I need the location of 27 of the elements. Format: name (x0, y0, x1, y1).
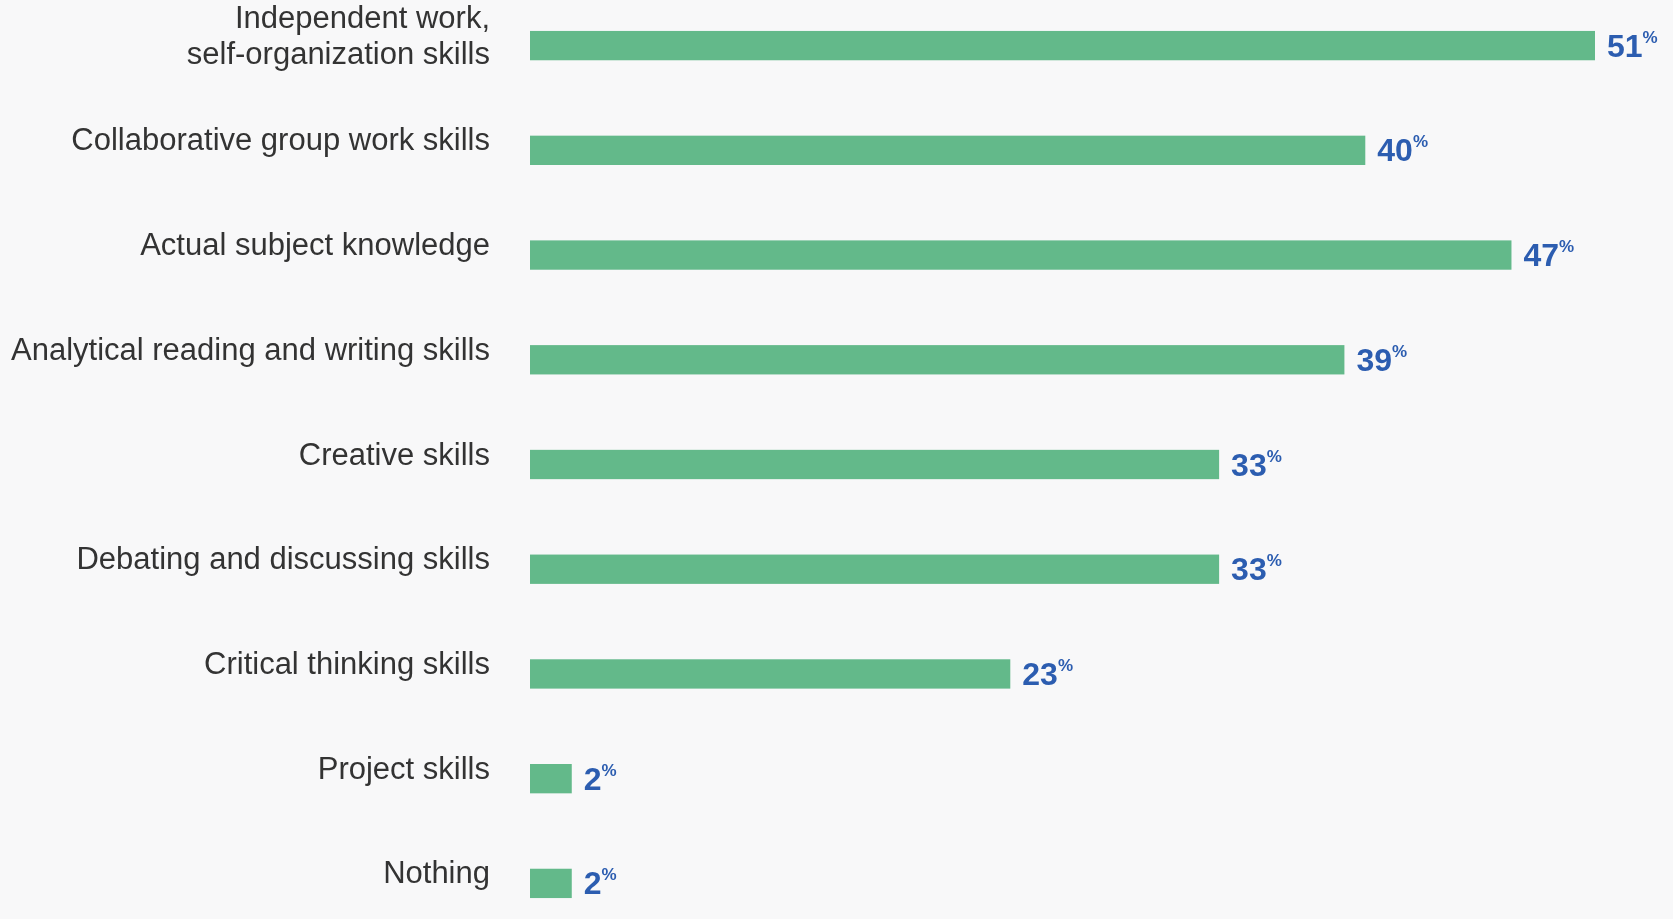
bar (530, 868, 572, 899)
bar (530, 449, 1220, 480)
bar (530, 659, 1011, 689)
bar (530, 135, 1366, 165)
y-tick-label: Collaborative group work skills (71, 122, 490, 158)
data-label: 33$^{%}$ (1231, 551, 1282, 588)
y-tick-label: Critical thinking skills (204, 645, 490, 681)
data-label: 39$^{%}$ (1356, 341, 1408, 378)
bar (530, 764, 572, 794)
data-label: 47$^{%}$ (1523, 237, 1575, 274)
bar (530, 240, 1512, 270)
y-tick-label: Actual subject knowledge (140, 227, 490, 263)
data-label: 51$^{%}$ (1607, 27, 1658, 64)
data-label: 2$^{%}$ (583, 865, 617, 902)
data-label: 2$^{%}$ (583, 760, 617, 797)
y-tick-label: Analytical reading and writing skills (10, 331, 490, 367)
bar (530, 554, 1220, 584)
y-tick-label: Nothing (383, 855, 490, 891)
bar (530, 30, 1595, 61)
y-tick-label: Independent work, self-organization skills (186, 0, 490, 71)
y-tick-label: Project skills (317, 750, 490, 786)
y-tick-label: Creative skills (298, 436, 490, 472)
data-label: 33$^{%}$ (1231, 446, 1282, 483)
data-label: 40$^{%}$ (1377, 132, 1429, 169)
bar (530, 345, 1345, 375)
y-tick-label: Debating and discussing skills (76, 541, 490, 577)
data-label: 23$^{%}$ (1022, 655, 1074, 692)
